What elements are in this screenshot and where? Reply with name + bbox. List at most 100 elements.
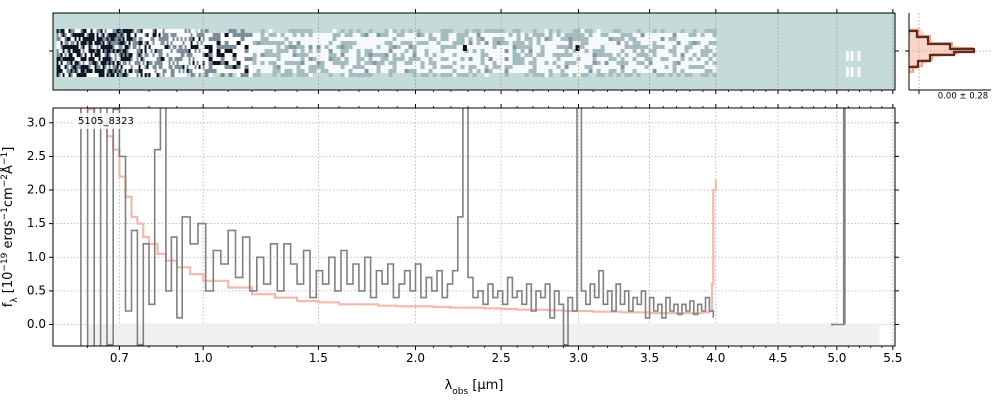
spectrum-2d-pixel bbox=[88, 41, 91, 45]
spectrum-2d-pixel bbox=[84, 45, 87, 49]
spectrum-2d-pixel bbox=[604, 49, 609, 53]
spectrum-2d-pixel bbox=[276, 49, 281, 53]
spectrum-2d-pixel bbox=[208, 37, 213, 41]
spectrum-2d-pixel bbox=[408, 37, 413, 41]
spectrum-2d-pixel bbox=[130, 29, 133, 33]
spectrum-2d-pixel bbox=[396, 61, 401, 65]
spectrum-2d-pixel bbox=[632, 49, 637, 53]
spectrum-2d-pixel bbox=[696, 37, 701, 41]
spectrum-2d-pixel bbox=[136, 69, 139, 73]
spectrum-2d-pixel bbox=[428, 45, 433, 49]
spectrum-2d-pixel bbox=[456, 37, 461, 41]
spectrum-2d-pixel bbox=[420, 37, 425, 41]
spectrum-2d-pixel bbox=[220, 33, 225, 37]
spectrum-2d-pixel bbox=[472, 49, 477, 53]
spectrum-2d-pixel bbox=[448, 69, 453, 73]
spectrum-2d-pixel bbox=[476, 69, 481, 73]
spectrum-2d-pixel bbox=[90, 41, 93, 45]
spectrum-2d-pixel bbox=[320, 61, 325, 65]
spectrum-2d-pixel bbox=[60, 69, 63, 73]
spectrum-2d-pixel bbox=[500, 29, 505, 33]
spectrum-2d-pixel bbox=[504, 37, 509, 41]
spectrum-2d-pixel bbox=[520, 61, 525, 65]
spectrum-2d-pixel bbox=[70, 29, 73, 33]
spectrum-2d-pixel bbox=[488, 45, 493, 49]
spectrum-2d-pixel bbox=[288, 41, 293, 45]
x-tick-label: 2.0 bbox=[406, 351, 425, 365]
spectrum-2d-pixel bbox=[328, 33, 333, 37]
spectrum-2d-pixel bbox=[584, 65, 589, 69]
spectrum-2d-pixel bbox=[632, 69, 637, 73]
spectrum-2d-pixel bbox=[524, 49, 529, 53]
spectrum-2d-pixel bbox=[484, 29, 489, 33]
spectrum-2d-pixel bbox=[100, 37, 103, 41]
spectrum-2d-pixel bbox=[108, 65, 111, 69]
spectrum-2d-pixel bbox=[164, 49, 167, 53]
spectrum-2d-pixel bbox=[78, 53, 81, 57]
spectrum-2d-pixel bbox=[444, 41, 449, 45]
spectrum-2d-pixel bbox=[668, 57, 673, 61]
spectrum-2d-pixel bbox=[320, 57, 325, 61]
spectrum-2d-pixel bbox=[66, 41, 69, 45]
spectrum-2d-pixel bbox=[98, 45, 101, 49]
spectrum-2d-pixel bbox=[108, 33, 111, 37]
spectrum-2d-pixel bbox=[636, 73, 641, 77]
spectrum-2d-pixel bbox=[126, 53, 129, 57]
spectrum-2d-pixel bbox=[676, 65, 681, 69]
spectrum-2d-pixel bbox=[128, 49, 131, 53]
spectrum-2d-pixel bbox=[460, 49, 465, 53]
spectrum-2d-pixel bbox=[328, 53, 333, 57]
spectrum-2d-pixel bbox=[94, 65, 97, 69]
spectrum-2d-pixel bbox=[316, 45, 321, 49]
spectrum-2d-pixel bbox=[56, 37, 59, 41]
spectrum-2d-pixel bbox=[712, 69, 717, 73]
spectrum-2d-pixel bbox=[82, 73, 85, 77]
spectrum-2d-pixel bbox=[148, 29, 151, 33]
spectrum-2d-pixel bbox=[484, 33, 489, 37]
spectrum-2d-pixel bbox=[204, 41, 209, 45]
spectrum-2d-pixel bbox=[180, 49, 183, 53]
spectrum-2d-pixel bbox=[148, 57, 151, 61]
spectrum-2d-pixel bbox=[656, 69, 661, 73]
spectrum-2d-pixel bbox=[170, 53, 173, 57]
spectrum-2d-pixel bbox=[340, 69, 345, 73]
spectrum-2d-pixel bbox=[564, 49, 569, 53]
spectrum-2d-pixel bbox=[74, 57, 77, 61]
spectrum-2d-pixel bbox=[62, 53, 65, 57]
spectrum-2d-pixel bbox=[540, 53, 545, 57]
spectrum-2d-pixel bbox=[120, 33, 123, 37]
spectrum-2d-pixel bbox=[100, 69, 103, 73]
spectrum-2d-pixel bbox=[544, 61, 549, 65]
spectrum-2d-pixel bbox=[82, 33, 85, 37]
spectrum-2d-pixel bbox=[58, 53, 61, 57]
spectrum-2d-pixel bbox=[110, 53, 113, 57]
spectrum-2d-pixel bbox=[512, 65, 517, 69]
spectrum-2d-pixel bbox=[568, 45, 573, 49]
spectrum-2d-pixel bbox=[92, 57, 95, 61]
spectrum-2d-pixel bbox=[420, 69, 425, 73]
spectrum-2d-pixel bbox=[396, 33, 401, 37]
spectrum-2d-pixel bbox=[548, 73, 553, 77]
spectrum-2d-pixel bbox=[460, 33, 465, 37]
spectrum-2d-pixel bbox=[152, 37, 155, 41]
spectrum-2d-pixel bbox=[440, 45, 445, 49]
spectrum-2d-pixel bbox=[178, 65, 181, 69]
spectrum-2d-pixel bbox=[312, 57, 317, 61]
spectrum-2d-pixel bbox=[680, 53, 685, 57]
spectrum-2d-pixel bbox=[664, 69, 669, 73]
spectrum-2d-pixel bbox=[428, 49, 433, 53]
spectrum-2d-pixel bbox=[66, 45, 69, 49]
spectrum-2d-pixel bbox=[114, 37, 117, 41]
spectrum-2d-pixel bbox=[700, 57, 705, 61]
spectrum-2d-pixel bbox=[112, 57, 115, 61]
spectrum-2d-pixel bbox=[208, 61, 213, 65]
spectrum-2d-pixel bbox=[324, 37, 329, 41]
spectrum-2d-pixel bbox=[360, 45, 365, 49]
spectrum-2d-pixel bbox=[92, 53, 95, 57]
spectrum-2d-pixel bbox=[436, 61, 441, 65]
spectrum-2d-pixel bbox=[580, 49, 585, 53]
spectrum-2d-pixel bbox=[136, 49, 139, 53]
spectrum-2d-pixel bbox=[72, 69, 75, 73]
spectrum-2d-pixel bbox=[194, 57, 197, 61]
spectrum-2d-pixel bbox=[636, 53, 641, 57]
